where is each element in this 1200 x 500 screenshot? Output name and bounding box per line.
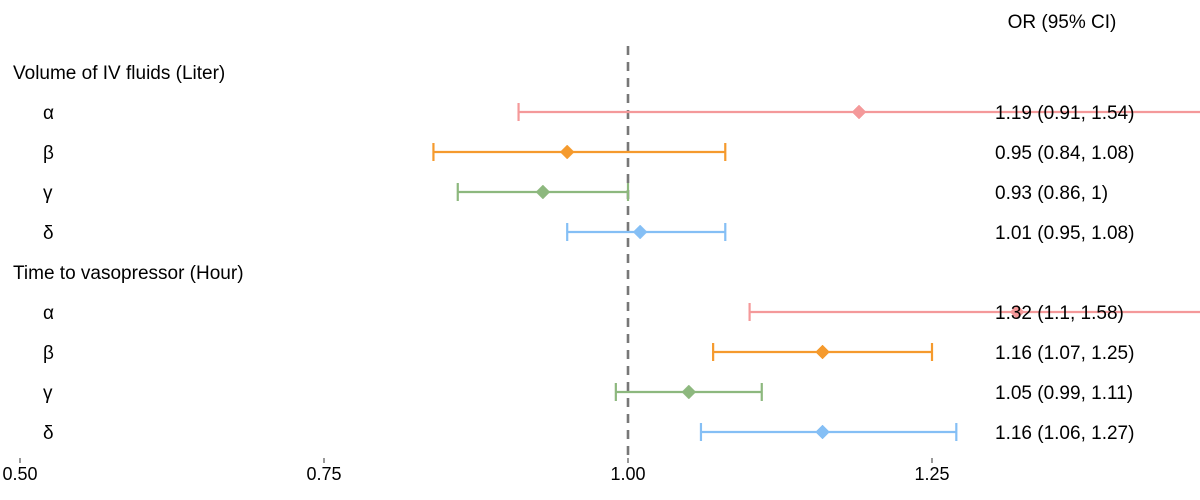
point-estimate-marker bbox=[632, 224, 648, 240]
x-axis: 0.500.751.001.251.50 bbox=[2, 458, 950, 484]
rows-layer: Volume of IV fluids (Liter) α 1.19 (0.91, … bbox=[13, 63, 1200, 444]
x-tick-label: 1.00 bbox=[610, 464, 645, 484]
point-estimate-marker bbox=[535, 184, 551, 200]
row-label: β bbox=[43, 143, 54, 164]
or-ci-value: 1.16 (1.06, 1.27) bbox=[995, 423, 1134, 444]
point-estimate-marker bbox=[815, 344, 830, 360]
row-label: α bbox=[43, 303, 54, 324]
group-label: Volume of IV fluids (Liter) bbox=[13, 63, 225, 84]
or-ci-value: 1.32 (1.1, 1.58) bbox=[995, 303, 1124, 324]
or-ci-value: 1.16 (1.07, 1.25) bbox=[995, 343, 1134, 364]
row-label: β bbox=[43, 343, 54, 364]
x-tick-label: 0.50 bbox=[2, 464, 37, 484]
or-ci-value: 1.01 (0.95, 1.08) bbox=[995, 223, 1134, 244]
or-ci-value: 0.93 (0.86, 1) bbox=[995, 183, 1108, 204]
row-label: δ bbox=[43, 423, 54, 444]
point-estimate-marker bbox=[851, 104, 867, 120]
row-label: γ bbox=[43, 383, 53, 404]
row-label: δ bbox=[43, 223, 54, 244]
or-column-header: OR (95% CI) bbox=[1008, 12, 1117, 33]
point-estimate-marker bbox=[559, 144, 575, 160]
point-estimate-marker bbox=[1009, 304, 1025, 320]
group-label: Time to vasopressor (Hour) bbox=[13, 263, 244, 284]
or-ci-value: 1.05 (0.99, 1.11) bbox=[995, 383, 1133, 404]
or-ci-value: 1.19 (0.91, 1.54) bbox=[995, 103, 1134, 124]
point-estimate-marker bbox=[815, 424, 830, 440]
row-label: α bbox=[43, 103, 54, 124]
point-estimate-marker bbox=[681, 384, 697, 400]
or-ci-value: 0.95 (0.84, 1.08) bbox=[995, 143, 1134, 164]
x-tick-label: 1.25 bbox=[914, 464, 949, 484]
row-label: γ bbox=[43, 183, 53, 204]
x-tick-label: 0.75 bbox=[306, 464, 341, 484]
